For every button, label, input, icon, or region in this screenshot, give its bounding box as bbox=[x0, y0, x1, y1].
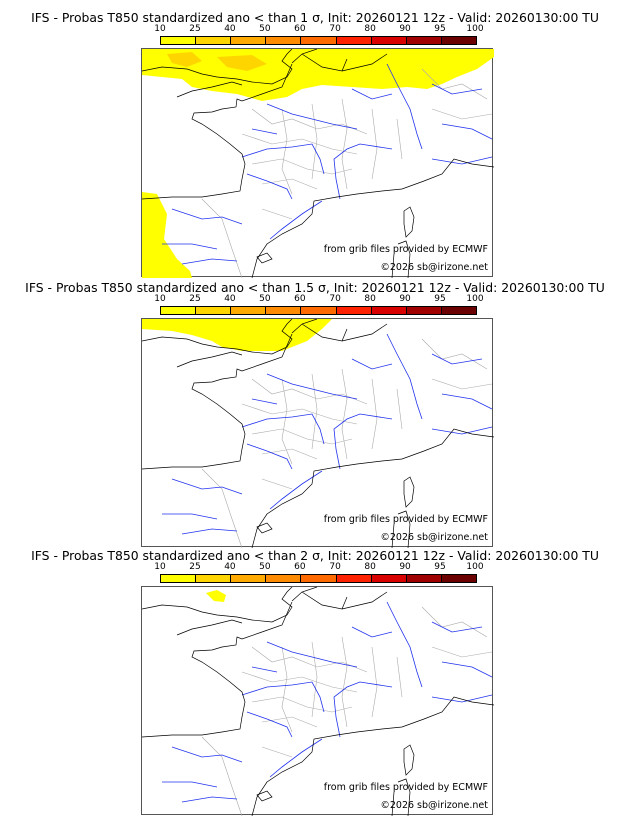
colorbar-segment bbox=[196, 575, 232, 582]
colorbar-segment bbox=[441, 37, 476, 44]
colorbar bbox=[160, 306, 477, 315]
colorbar-label: 10 bbox=[154, 294, 166, 304]
colorbar-segment bbox=[196, 307, 232, 314]
colorbar-segment bbox=[266, 37, 302, 44]
colorbar-label: 40 bbox=[224, 294, 236, 304]
panel-title: IFS - Probas T850 standardized ano < tha… bbox=[31, 10, 599, 25]
colorbar-label: 60 bbox=[294, 24, 306, 34]
colorbar-label: 70 bbox=[329, 24, 341, 34]
colorbar-segment bbox=[301, 37, 337, 44]
colorbar-segment bbox=[231, 307, 267, 314]
colorbar-label: 80 bbox=[364, 562, 376, 572]
colorbar-label: 80 bbox=[364, 24, 376, 34]
colorbar-segment bbox=[161, 575, 197, 582]
colorbar-label: 10 bbox=[154, 562, 166, 572]
colorbar-segment bbox=[441, 307, 476, 314]
colorbar-segment bbox=[336, 37, 372, 44]
colorbar-label: 50 bbox=[259, 24, 271, 34]
panel-title: IFS - Probas T850 standardized ano < tha… bbox=[25, 280, 605, 295]
map-panel-2sigma: IFS - Probas T850 standardized ano < tha… bbox=[0, 538, 630, 816]
colorbar-segment bbox=[301, 575, 337, 582]
colorbar-segment bbox=[266, 307, 302, 314]
colorbar-segment bbox=[161, 37, 197, 44]
colorbar-label: 95 bbox=[434, 24, 446, 34]
map-panel-1-5sigma: IFS - Probas T850 standardized ano < tha… bbox=[0, 270, 630, 548]
colorbar-segment bbox=[371, 575, 407, 582]
colorbar-segment bbox=[441, 575, 476, 582]
colorbar-label: 70 bbox=[329, 294, 341, 304]
colorbar-label: 90 bbox=[399, 24, 411, 34]
colorbar-label: 80 bbox=[364, 294, 376, 304]
colorbar-label: 50 bbox=[259, 562, 271, 572]
colorbar-label: 100 bbox=[466, 294, 484, 304]
copyright-credit: ©2026 sb@irizone.net bbox=[380, 800, 488, 811]
probability-map: from grib files provided by ECMWF ©2026 … bbox=[141, 318, 494, 548]
colorbar-segment bbox=[371, 307, 407, 314]
probability-map: from grib files provided by ECMWF ©2026 … bbox=[141, 48, 494, 278]
panel-title: IFS - Probas T850 standardized ano < tha… bbox=[31, 548, 599, 563]
source-credit: from grib files provided by ECMWF bbox=[323, 782, 488, 793]
colorbar-segment bbox=[301, 307, 337, 314]
colorbar-segment bbox=[196, 37, 232, 44]
colorbar-label: 95 bbox=[434, 562, 446, 572]
colorbar-labels: 10 25 40 50 60 70 80 90 95 100 bbox=[154, 562, 483, 572]
colorbar-labels: 10 25 40 50 60 70 80 90 95 100 bbox=[154, 294, 483, 304]
colorbar-label: 10 bbox=[154, 24, 166, 34]
colorbar-label: 90 bbox=[399, 562, 411, 572]
probability-map: from grib files provided by ECMWF ©2026 … bbox=[141, 586, 494, 816]
colorbar-label: 50 bbox=[259, 294, 271, 304]
colorbar-label: 25 bbox=[189, 24, 201, 34]
colorbar-label: 70 bbox=[329, 562, 341, 572]
copyright-credit: ©2026 sb@irizone.net bbox=[380, 532, 488, 543]
colorbar-segment bbox=[406, 307, 442, 314]
colorbar-label: 25 bbox=[189, 562, 201, 572]
colorbar-segment bbox=[231, 37, 267, 44]
colorbar bbox=[160, 36, 477, 45]
colorbar-segment bbox=[161, 307, 197, 314]
colorbar-segment bbox=[336, 307, 372, 314]
colorbar-label: 40 bbox=[224, 562, 236, 572]
colorbar-segment bbox=[406, 575, 442, 582]
colorbar-segment bbox=[231, 575, 267, 582]
colorbar bbox=[160, 574, 477, 583]
colorbar-label: 60 bbox=[294, 562, 306, 572]
colorbar-segment bbox=[266, 575, 302, 582]
copyright-credit: ©2026 sb@irizone.net bbox=[380, 262, 488, 273]
colorbar-label: 90 bbox=[399, 294, 411, 304]
colorbar-label: 100 bbox=[466, 24, 484, 34]
colorbar-label: 95 bbox=[434, 294, 446, 304]
source-credit: from grib files provided by ECMWF bbox=[323, 244, 488, 255]
colorbar-segment bbox=[406, 37, 442, 44]
colorbar-labels: 10 25 40 50 60 70 80 90 95 100 bbox=[154, 24, 483, 34]
colorbar-label: 60 bbox=[294, 294, 306, 304]
colorbar-segment bbox=[336, 575, 372, 582]
colorbar-segment bbox=[371, 37, 407, 44]
colorbar-label: 25 bbox=[189, 294, 201, 304]
map-panel-1sigma: IFS - Probas T850 standardized ano < tha… bbox=[0, 0, 630, 278]
source-credit: from grib files provided by ECMWF bbox=[323, 514, 488, 525]
colorbar-label: 40 bbox=[224, 24, 236, 34]
colorbar-label: 100 bbox=[466, 562, 484, 572]
